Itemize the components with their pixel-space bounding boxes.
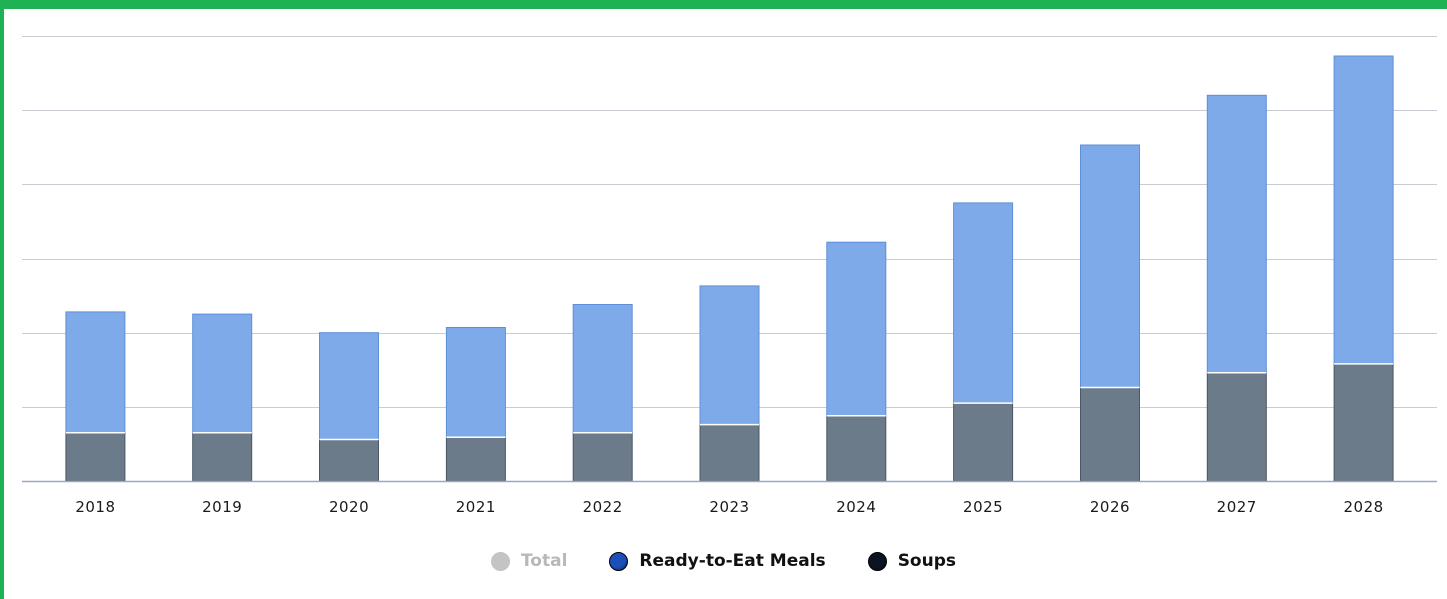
bar-ready-to-eat-meals-2022: [572, 304, 633, 434]
bar-soups-2019: [192, 432, 253, 482]
x-tick-label-2023: 2023: [709, 498, 749, 516]
bar-ready-to-eat-meals-2028: [1333, 55, 1394, 365]
bar-soups-2023: [699, 424, 760, 482]
bar-ready-to-eat-meals-2021: [445, 327, 506, 438]
bar-soups-2020: [319, 439, 379, 482]
x-tick-label-2026: 2026: [1090, 498, 1130, 516]
bar-ready-to-eat-meals-2019: [192, 313, 253, 434]
legend-item-soups[interactable]: Soups: [867, 551, 957, 571]
legend-label-total: Total: [520, 551, 568, 571]
legend-marker-total: [490, 551, 510, 571]
bar-soups-2021: [445, 436, 506, 482]
bar-ready-to-eat-meals-2023: [699, 285, 760, 426]
bar-soups-2026: [1080, 387, 1140, 482]
bar-soups-2024: [826, 415, 887, 482]
bar-ready-to-eat-meals-2024: [826, 241, 887, 417]
bar-soups-2028: [1333, 363, 1394, 482]
x-tick-label-2019: 2019: [202, 498, 242, 516]
bar-soups-2027: [1206, 372, 1267, 482]
x-axis-tick-labels: 2018 2019 2020 2021 2022 2023 2024 2025 2026 2027…: [75, 498, 1383, 516]
bar-ready-to-eat-meals-2020: [319, 332, 379, 441]
x-tick-label-2028: 2028: [1343, 498, 1383, 516]
bar-ready-to-eat-meals-2026: [1080, 144, 1140, 388]
legend-marker-ready-to-eat-meals: [609, 551, 629, 571]
x-tick-label-2021: 2021: [456, 498, 496, 516]
legend-label-ready-to-eat-meals: Ready-to-Eat Meals: [639, 551, 826, 571]
x-tick-label-2018: 2018: [75, 498, 115, 516]
bar-ready-to-eat-meals-2027: [1206, 94, 1267, 374]
bar-ready-to-eat-meals-2018: [65, 311, 126, 434]
x-tick-label-2020: 2020: [329, 498, 369, 516]
x-tick-label-2024: 2024: [836, 498, 876, 516]
bar-soups-2018: [65, 432, 126, 482]
bar-soups-2022: [572, 432, 633, 482]
x-tick-label-2027: 2027: [1217, 498, 1257, 516]
legend-item-total[interactable]: Total: [490, 551, 568, 571]
bars: [65, 55, 1394, 482]
legend-marker-soups: [867, 551, 887, 571]
legend: Total Ready-to-Eat Meals Soups: [0, 545, 1447, 577]
legend-label-soups: Soups: [897, 551, 957, 571]
bar-soups-2025: [953, 402, 1014, 482]
bar-ready-to-eat-meals-2025: [953, 202, 1014, 404]
legend-item-ready-to-eat-meals[interactable]: Ready-to-Eat Meals: [609, 551, 826, 571]
x-tick-label-2025: 2025: [963, 498, 1003, 516]
x-tick-label-2022: 2022: [583, 498, 623, 516]
